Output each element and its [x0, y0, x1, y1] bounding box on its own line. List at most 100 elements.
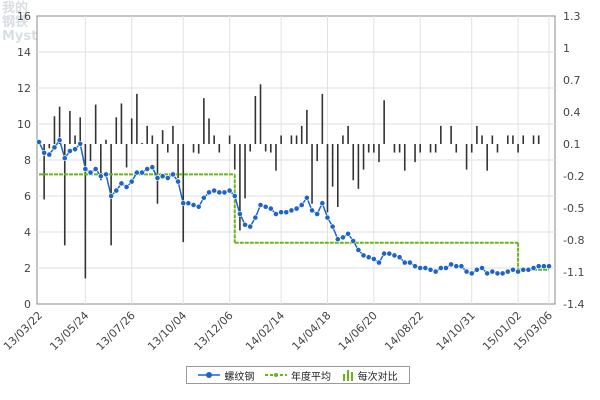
- series-point-rebar: [288, 207, 295, 214]
- series-point-rebar: [396, 254, 403, 261]
- series-point-rebar: [103, 171, 109, 178]
- series-point-rebar: [149, 164, 156, 171]
- right-axis-tick-label: 1: [563, 42, 570, 55]
- series-point-rebar: [231, 193, 238, 199]
- series-point-rebar: [540, 263, 547, 270]
- series-point-rebar: [319, 200, 326, 207]
- right-axis-tick-label: 0.4: [563, 106, 581, 119]
- x-axis-tick-label: 14/02/14: [243, 309, 287, 353]
- series-point-rebar: [334, 236, 341, 243]
- series-point-rebar: [381, 250, 388, 257]
- series-point-rebar: [535, 263, 542, 270]
- legend-line-marker-icon: [198, 372, 221, 378]
- series-point-rebar: [195, 203, 202, 210]
- series-point-rebar: [407, 259, 413, 266]
- series-point-rebar: [329, 223, 336, 230]
- series-point-rebar: [510, 266, 516, 273]
- left-axis-tick-label: 14: [17, 46, 31, 59]
- series-point-rebar: [546, 263, 552, 270]
- left-axis-tick-label: 8: [24, 154, 31, 167]
- legend-item-each-comparison[interactable]: 每次对比: [342, 368, 398, 383]
- series-point-rebar: [303, 194, 310, 201]
- series-point-rebar: [448, 261, 455, 268]
- x-axis-tick-label: 13/03/22: [1, 309, 45, 353]
- series-point-rebar: [175, 178, 181, 185]
- series-point-rebar: [216, 189, 223, 196]
- series-point-rebar: [515, 268, 521, 275]
- series-point-rebar: [170, 171, 176, 178]
- legend-bar-icon: [342, 370, 353, 381]
- watermark-line-1: 我的: [2, 1, 29, 16]
- series-point-rebar: [355, 247, 362, 253]
- series-point-rebar: [226, 187, 233, 194]
- x-axis-tick-label: 14/10/31: [434, 309, 478, 353]
- left-axis-tick-label: 12: [17, 82, 31, 95]
- series-point-rebar: [51, 144, 58, 151]
- right-axis-tick-label: -0.8: [563, 234, 584, 247]
- series-point-rebar: [453, 263, 460, 270]
- series-point-rebar: [443, 265, 449, 271]
- left-axis-tick-label: 6: [24, 190, 31, 203]
- series-point-rebar: [360, 252, 367, 259]
- series-point-rebar: [324, 214, 331, 221]
- series-point-rebar: [133, 169, 140, 176]
- right-axis-tick-label: 0.1: [563, 138, 581, 151]
- right-axis-tick-label: 1.3: [563, 10, 581, 23]
- right-axis-tick-label: -0.5: [563, 202, 584, 215]
- x-axis-tick-label: 14/08/22: [382, 309, 426, 353]
- series-point-rebar: [309, 207, 315, 214]
- series-point-rebar: [499, 270, 506, 277]
- x-axis-tick-label: 13/05/24: [47, 309, 91, 353]
- legend-item-annual-average[interactable]: 年度平均: [264, 368, 331, 383]
- series-point-rebar: [417, 265, 424, 271]
- series-point-rebar: [314, 211, 321, 217]
- series-point-rebar: [82, 166, 89, 172]
- series-point-rebar: [123, 184, 130, 190]
- series-point-rebar: [427, 266, 434, 273]
- series-point-rebar: [185, 200, 192, 207]
- right-axis-tick-label: 0.7: [563, 74, 581, 87]
- legend-dashed-line-icon: [264, 373, 287, 377]
- legend: 螺纹钢 年度平均 每次对比: [186, 366, 410, 384]
- series-point-rebar: [365, 254, 372, 261]
- legend-label-rebar: 螺纹钢: [224, 371, 255, 383]
- left-axis-tick-label: 16: [17, 10, 31, 23]
- x-axis-tick-label: 13/10/04: [145, 309, 189, 353]
- series-point-rebar: [345, 230, 351, 237]
- series-point-rebar: [283, 209, 290, 216]
- series-point-rebar: [432, 268, 439, 275]
- series-point-rebar: [504, 268, 511, 275]
- legend-label-each-comparison: 每次对比: [357, 371, 398, 383]
- series-point-rebar: [386, 250, 393, 257]
- series-point-rebar: [128, 178, 135, 185]
- right-axis-tick-label: -1.4: [563, 298, 584, 311]
- series-point-rebar: [46, 151, 53, 158]
- x-axis-tick-label: 14/04/18: [289, 309, 333, 353]
- series-point-rebar: [463, 268, 470, 275]
- series-point-rebar: [67, 148, 73, 154]
- series-point-rebar: [61, 155, 68, 162]
- legend-label-annual-average: 年度平均: [290, 371, 331, 383]
- series-point-rebar: [144, 166, 151, 172]
- series-point-rebar: [154, 175, 161, 181]
- series-point-rebar: [262, 203, 269, 210]
- series-point-rebar: [190, 202, 197, 208]
- series-point-rebar: [206, 189, 212, 196]
- series-point-rebar: [437, 265, 444, 271]
- series-point-rebar: [211, 187, 218, 194]
- series-point-rebar: [72, 146, 78, 153]
- series-point-rebar: [257, 202, 264, 208]
- series-point-rebar: [77, 140, 84, 147]
- series-point-rebar: [237, 211, 243, 217]
- series-point-rebar: [221, 189, 228, 196]
- series-point-rebar: [489, 268, 496, 275]
- right-axis-tick-label: -1.1: [563, 266, 584, 279]
- legend-item-rebar[interactable]: 螺纹钢: [198, 368, 254, 383]
- series-point-rebar: [118, 180, 125, 187]
- series-point-rebar: [273, 211, 279, 217]
- series-point-rebar: [340, 234, 346, 241]
- series-point-rebar: [56, 137, 63, 144]
- series-point-rebar: [484, 270, 491, 277]
- series-point-rebar: [180, 200, 187, 207]
